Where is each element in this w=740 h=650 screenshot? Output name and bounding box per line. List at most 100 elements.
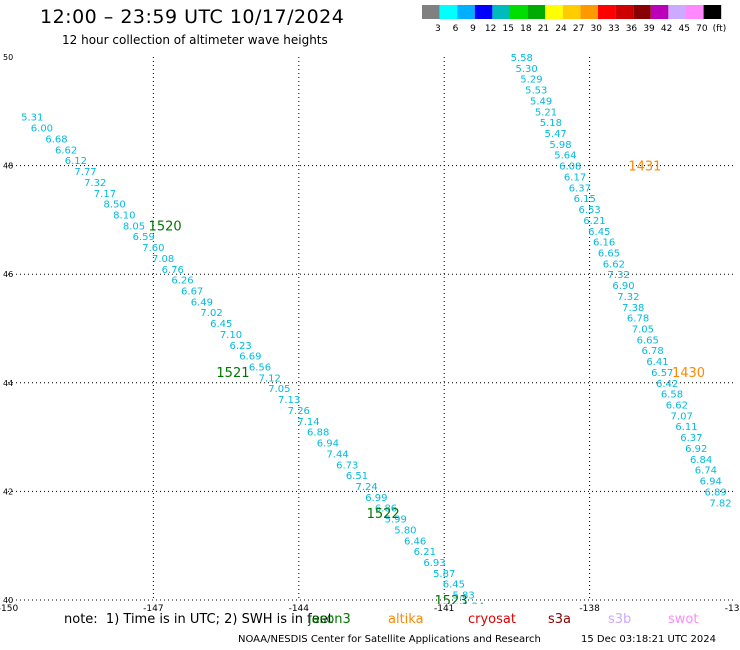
- wave-height-value: 6.51: [346, 471, 368, 482]
- scale-label: 33: [608, 24, 619, 34]
- wave-height-value: 6.45: [443, 580, 465, 591]
- wave-height-value: 6.69: [239, 352, 261, 363]
- wave-height-value: 5.30: [515, 64, 537, 75]
- lat-tick-label: 46: [3, 270, 13, 279]
- wave-height-value: 6.17: [564, 172, 586, 183]
- wave-height-value: 6.15: [574, 194, 596, 205]
- wave-height-value: 7.08: [152, 254, 174, 265]
- wave-height-value: 6.86: [375, 504, 397, 515]
- credit-line: NOAA/NESDIS Center for Satellite Applica…: [238, 634, 541, 645]
- scale-swatch: [439, 5, 458, 19]
- wave-height-value: 6.58: [661, 390, 683, 401]
- wave-height-value: 6.45: [588, 227, 610, 238]
- lat-tick-label: 42: [3, 487, 13, 496]
- wave-height-value: 6.89: [704, 487, 726, 498]
- scale-label: 39: [643, 24, 655, 34]
- wave-height-value: 6.45: [210, 319, 232, 330]
- lat-tick-label: 50: [3, 53, 13, 62]
- units-note: note: 1) Time is in UTC; 2) SWH is in fe…: [64, 612, 333, 627]
- scale-label: 30: [591, 24, 603, 34]
- wave-height-value: 7.02: [200, 308, 222, 319]
- lon-tick-label: -138: [579, 604, 600, 612]
- page-title: 12:00 – 23:59 UTC 10/17/2024: [40, 6, 345, 28]
- satellite-label-jason3: jason3: [308, 612, 351, 627]
- wave-height-value: 6.73: [336, 460, 358, 471]
- wave-height-value: 6.94: [700, 477, 722, 488]
- wave-height-value: 6.57: [651, 368, 673, 379]
- scale-swatch: [492, 5, 510, 19]
- satellite-label-cryosat: cryosat: [468, 612, 516, 627]
- wave-height-value: 7.77: [74, 167, 96, 178]
- scale-swatch: [703, 5, 722, 19]
- wave-height-value: 7.12: [259, 373, 281, 384]
- wave-height-value: 6.12: [65, 156, 87, 167]
- scale-label: 18: [520, 24, 532, 34]
- scale-label: 27: [573, 24, 584, 34]
- generated-timestamp: 15 Dec 03:18:21 UTC 2024: [581, 634, 716, 645]
- scale-swatch: [474, 5, 493, 19]
- wave-height-value: 5.80: [394, 525, 416, 536]
- wave-height-value: 6.65: [637, 335, 659, 346]
- satellite-label-s3a: s3a: [548, 612, 572, 627]
- wave-height-value: 6.78: [627, 314, 649, 325]
- scale-swatch: [422, 5, 440, 19]
- scale-label: 9: [470, 24, 476, 34]
- wave-height-value: 6.68: [45, 134, 67, 145]
- wave-height-value: 5.98: [549, 140, 571, 151]
- scale-label: 6: [453, 24, 459, 34]
- wave-height-value: 7.17: [94, 189, 116, 200]
- scale-label: 3: [435, 24, 441, 34]
- wave-height-value: 5.18: [540, 118, 562, 129]
- wave-height-value: 6.99: [365, 493, 387, 504]
- lon-tick-label: -141: [434, 604, 454, 612]
- wave-height-value: 7.82: [709, 498, 731, 509]
- scale-swatch: [527, 5, 546, 19]
- wave-height-value: 7.24: [356, 482, 378, 493]
- scale-swatch: [615, 5, 634, 19]
- lon-tick-label: -144: [289, 604, 310, 612]
- scale-label: 24: [555, 24, 567, 34]
- wave-height-value: 5.29: [520, 75, 542, 86]
- page-subtitle: 12 hour collection of altimeter wave hei…: [62, 33, 328, 47]
- wave-height-value: 6.08: [559, 162, 581, 173]
- wave-height-value: 7.60: [142, 243, 164, 254]
- scale-swatch: [598, 5, 616, 19]
- pass-time-label: 1431: [628, 160, 661, 175]
- wave-height-value: 6.16: [593, 238, 615, 249]
- wave-height-value: 6.11: [675, 422, 697, 433]
- wave-height-value: 6.56: [249, 363, 271, 374]
- wave-height-value: 7.26: [288, 406, 310, 417]
- scale-swatch: [650, 5, 669, 19]
- pass-time-label: 1520: [149, 219, 182, 234]
- wave-height-value: 6.41: [646, 357, 668, 368]
- scale-label: 15: [503, 24, 514, 34]
- wave-height-value: 7.32: [84, 178, 106, 189]
- wave-height-map[interactable]: -150-147-144-141-138-1355048464442405.31…: [0, 0, 740, 612]
- wave-height-value: 5.99: [385, 515, 407, 526]
- wave-height-value: 6.21: [583, 216, 605, 227]
- scale-label: 21: [538, 24, 549, 34]
- wave-height-value: 5.53: [525, 86, 547, 97]
- wave-height-value: 6.78: [641, 346, 663, 357]
- wave-height-value: 6.42: [656, 379, 678, 390]
- wave-height-value: 6.76: [162, 265, 184, 276]
- wave-height-value: 6.49: [191, 297, 213, 308]
- wave-height-value: 6.94: [317, 439, 339, 450]
- wave-height-value: 5.31: [21, 113, 43, 124]
- wave-height-value: 6.26: [171, 276, 193, 287]
- lon-tick-label: -147: [143, 604, 163, 612]
- scale-label: 70: [696, 24, 708, 34]
- wave-height-value: 6.62: [603, 259, 625, 270]
- wave-height-value: 7.38: [622, 303, 644, 314]
- wave-height-value: 7.32: [617, 292, 639, 303]
- wave-height-value: 6.46: [404, 536, 426, 547]
- wave-height-value: 7.05: [632, 325, 654, 336]
- scale-label: 42: [661, 24, 672, 34]
- wave-height-value: 7.44: [326, 449, 348, 460]
- wave-height-value: 5.58: [511, 53, 533, 64]
- lon-tick-label: -135: [725, 604, 740, 612]
- pass-time-label: 1430: [672, 366, 705, 381]
- wave-height-value: 6.92: [685, 444, 707, 455]
- scale-label: 12: [485, 24, 496, 34]
- wave-height-value: 5.47: [545, 129, 567, 140]
